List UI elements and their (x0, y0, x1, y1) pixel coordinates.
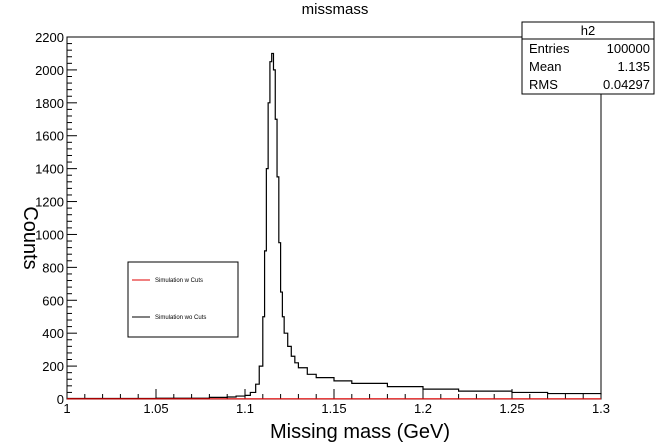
x-tick-label: 1.25 (499, 401, 524, 416)
x-tick-label: 1.1 (236, 401, 254, 416)
plot-frame (66, 36, 602, 400)
chart-title: missmass (302, 1, 369, 18)
x-axis-label: Missing mass (GeV) (270, 421, 450, 443)
stats-label: Entries (529, 41, 570, 56)
y-tick-label: 2000 (35, 63, 64, 78)
x-axis: 1 1.05 1.1 1.15 1.2 1.25 1.3 (63, 389, 610, 416)
legend-label: Simulation wo Cuts (155, 315, 206, 321)
stats-label: Mean (529, 59, 562, 74)
y-tick-label: 600 (42, 293, 64, 308)
stats-title: h2 (581, 23, 595, 38)
x-tick-label: 1 (63, 401, 70, 416)
y-tick-label: 1200 (35, 195, 64, 210)
legend: Simulation w Cuts Simulation wo Cuts (127, 261, 239, 338)
stats-value: 1.135 (617, 59, 650, 74)
x-tick-label: 1.05 (143, 401, 168, 416)
y-axis-label: Counts (19, 206, 41, 269)
stats-value: 100000 (607, 41, 650, 56)
y-axis: 0 200 400 600 800 1000 1200 1400 1600 1800 2000 220… (35, 30, 77, 407)
y-tick-label: 1000 (35, 227, 64, 242)
y-tick-label: 400 (42, 326, 64, 341)
series-line (67, 52, 602, 400)
y-tick-label: 200 (42, 359, 64, 374)
y-tick-label: 1600 (35, 129, 64, 144)
y-tick-label: 1400 (35, 162, 64, 177)
stats-label: RMS (529, 77, 558, 92)
plot-series (67, 52, 602, 400)
legend-label: Simulation w Cuts (155, 278, 203, 284)
y-tick-label: 1800 (35, 96, 64, 111)
stats-value: 0.04297 (603, 77, 650, 92)
x-tick-label: 1.15 (321, 401, 346, 416)
y-tick-label: 2200 (35, 30, 64, 45)
y-tick-label: 800 (42, 260, 64, 275)
x-tick-label: 1.3 (592, 401, 610, 416)
y-tick-label: 0 (57, 392, 64, 407)
stats-box: h2 Entries 100000 Mean 1.135 RMS 0.04297 (521, 21, 655, 95)
x-tick-label: 1.2 (414, 401, 432, 416)
